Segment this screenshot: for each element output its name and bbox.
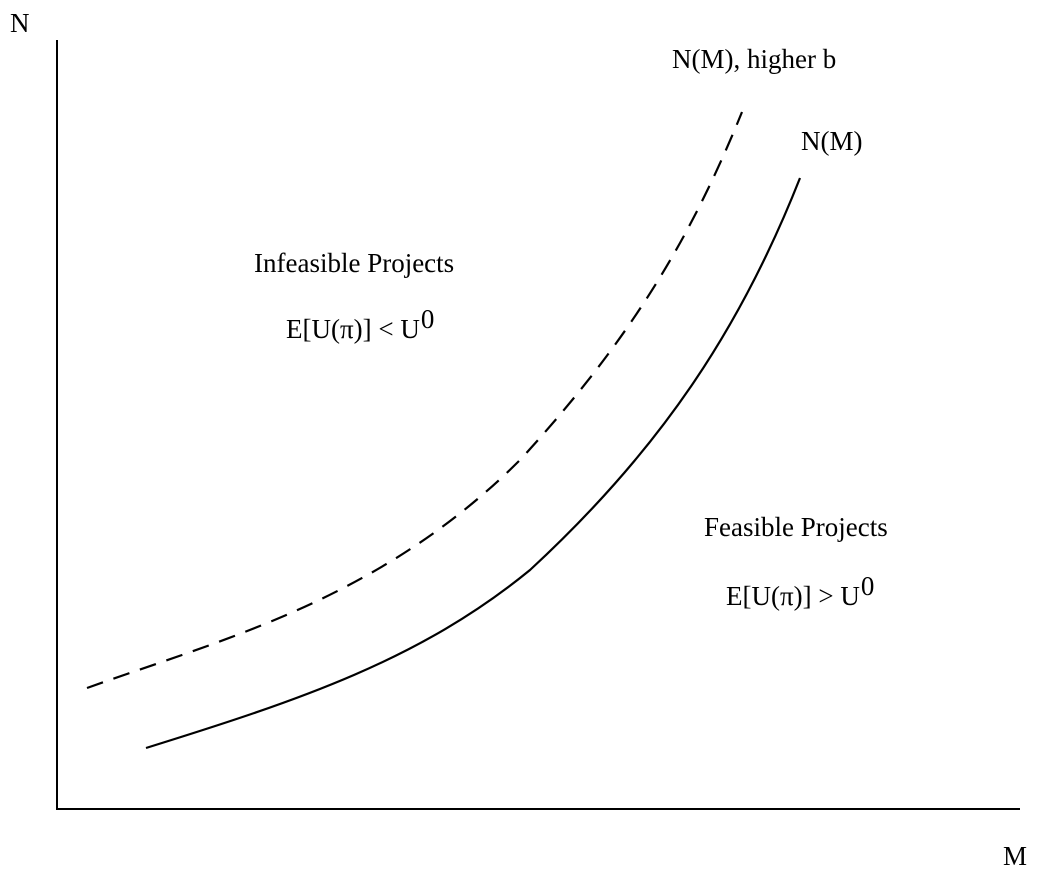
infeasible-region-condition: E[U(π)] < U0 xyxy=(286,306,434,344)
curve-shifted-higher-b xyxy=(86,111,744,690)
feasible-condition-superscript: 0 xyxy=(860,571,875,601)
curve-label-base: N(M) xyxy=(801,126,863,156)
feasible-region-condition: E[U(π)] > U0 xyxy=(726,573,874,611)
infeasible-condition-superscript: 0 xyxy=(420,304,435,334)
curve-label-higher-b: N(M), higher b xyxy=(672,44,837,74)
feasible-condition-text: E[U(π)] > U xyxy=(726,581,860,611)
infeasible-condition-text: E[U(π)] < U xyxy=(286,314,420,344)
x-axis-label: M xyxy=(1003,841,1028,871)
y-axis-label: N xyxy=(10,8,30,38)
infeasible-region-title: Infeasible Projects xyxy=(254,248,455,278)
feasible-region-title: Feasible Projects xyxy=(704,512,888,542)
curve-base xyxy=(145,177,802,750)
